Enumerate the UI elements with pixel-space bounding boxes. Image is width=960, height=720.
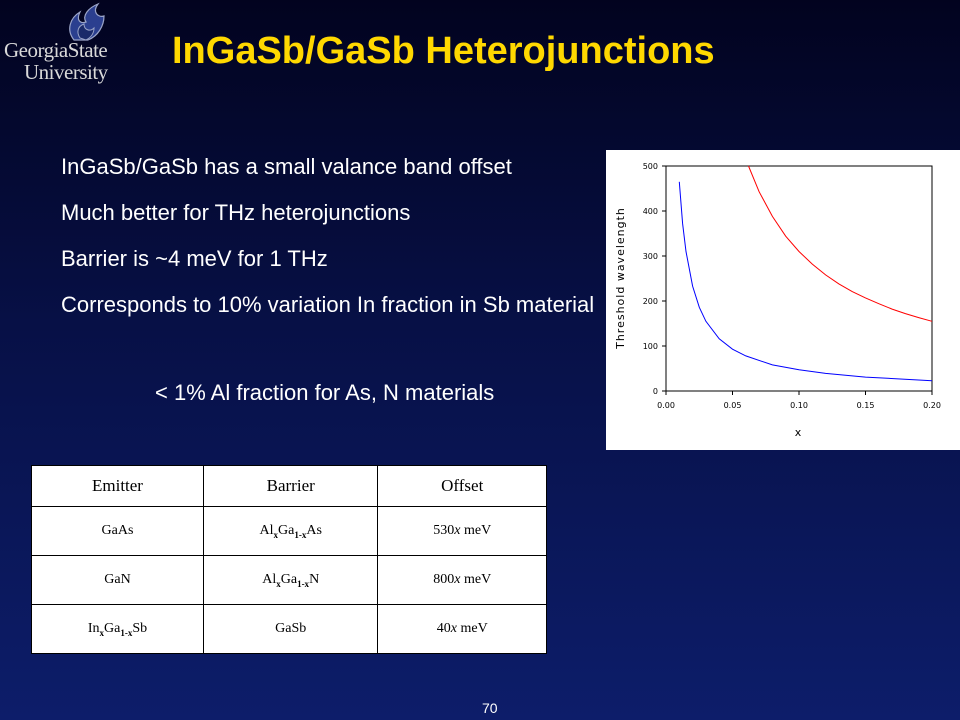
formula-el3: N bbox=[309, 571, 320, 587]
cell-emitter: GaN bbox=[31, 555, 204, 605]
cell-offset: 40x meV bbox=[377, 604, 547, 654]
offset-coef: 800 bbox=[433, 572, 455, 587]
x-tick-label: 0.10 bbox=[790, 401, 808, 410]
header-offset: Offset bbox=[377, 465, 547, 507]
offset-var: x bbox=[454, 523, 461, 538]
offset-unit: meV bbox=[456, 621, 488, 636]
offset-coef: 530 bbox=[433, 523, 455, 538]
formula-el2: Ga bbox=[278, 522, 295, 538]
y-axis-label: Threshold wavelength bbox=[614, 207, 627, 350]
formula-el2: Ga bbox=[280, 571, 298, 587]
offset-unit: meV bbox=[460, 572, 492, 587]
formula-el1: GaSb bbox=[275, 620, 307, 636]
x-tick-label: 0.15 bbox=[857, 401, 875, 410]
formula-el1: GaN bbox=[104, 571, 131, 587]
university-logo: GeorgiaState University bbox=[4, 2, 116, 94]
header-emitter: Emitter bbox=[31, 465, 204, 507]
flame-icon bbox=[69, 2, 105, 41]
table-row: GaAs AlxGa1-xAs 530x meV bbox=[31, 506, 547, 556]
formula-sub2: 1-x bbox=[297, 578, 310, 589]
formula-el1: Al bbox=[262, 571, 277, 587]
formula-el1: Al bbox=[259, 522, 274, 538]
cell-barrier: GaSb bbox=[202, 604, 379, 654]
series-line-1 bbox=[748, 165, 933, 322]
cell-offset: 800x meV bbox=[377, 555, 547, 605]
formula-sub2: 1-x bbox=[120, 627, 133, 638]
offset-coef: 40 bbox=[436, 621, 451, 636]
cell-emitter: InxGa1-xSb bbox=[31, 604, 204, 654]
y-tick-label: 100 bbox=[643, 342, 658, 351]
table-header-row: Emitter Barrier Offset bbox=[31, 465, 547, 507]
formula-el2: Ga bbox=[104, 620, 121, 636]
offset-var: x bbox=[450, 621, 457, 636]
bullet-item: Corresponds to 10% variation In fraction… bbox=[61, 292, 595, 317]
y-tick-label: 300 bbox=[643, 252, 658, 261]
header-barrier: Barrier bbox=[202, 465, 379, 507]
table-row: GaN AlxGa1-xN 800x meV bbox=[31, 555, 547, 605]
slide-title: InGaSb/GaSb Heterojunctions bbox=[172, 30, 715, 72]
page-number: 70 bbox=[482, 700, 498, 716]
sub-bullet: < 1% Al fraction for As, N materials bbox=[155, 380, 495, 405]
bullet-item: Barrier is ~4 meV for 1 THz bbox=[61, 246, 328, 271]
offset-var: x bbox=[454, 572, 461, 587]
formula-el1: In bbox=[87, 620, 100, 636]
cell-barrier: AlxGa1-xN bbox=[202, 555, 379, 605]
bullet-item: InGaSb/GaSb has a small valance band off… bbox=[61, 154, 512, 179]
chart-background bbox=[606, 150, 960, 450]
x-tick-label: 0.05 bbox=[724, 401, 742, 410]
bullet-list: InGaSb/GaSb has a small valance band off… bbox=[61, 154, 621, 338]
y-tick-label: 400 bbox=[643, 207, 658, 216]
logo-text-line2: University bbox=[24, 60, 108, 84]
series-line-0 bbox=[678, 181, 933, 382]
logo-text-line1: GeorgiaState bbox=[4, 38, 108, 62]
formula-el1: GaAs bbox=[101, 522, 134, 538]
cell-barrier: AlxGa1-xAs bbox=[202, 506, 379, 556]
formula-el3: Sb bbox=[132, 620, 148, 636]
y-tick-label: 200 bbox=[643, 297, 658, 306]
cell-offset: 530x meV bbox=[377, 506, 547, 556]
x-axis-label: x bbox=[795, 426, 802, 439]
table-row: InxGa1-xSb GaSb 40x meV bbox=[31, 604, 547, 654]
y-tick-label: 500 bbox=[643, 162, 658, 171]
cell-emitter: GaAs bbox=[31, 506, 204, 556]
formula-sub1: x bbox=[273, 529, 279, 540]
x-tick-label: 0.00 bbox=[657, 401, 675, 410]
formula-sub1: x bbox=[99, 627, 105, 638]
formula-el3: As bbox=[306, 522, 322, 538]
bullet-item: Much better for THz heterojunctions bbox=[61, 200, 411, 225]
band-offset-table: Emitter Barrier Offset GaAs AlxGa1-xAs 530… bbox=[31, 465, 547, 654]
x-tick-label: 0.20 bbox=[923, 401, 941, 410]
threshold-wavelength-chart: 0 100 200 300 400 500 0.00 0.05 0.10 0.15 0.20 x T… bbox=[606, 150, 960, 450]
offset-unit: meV bbox=[460, 523, 492, 538]
chart-svg: 0 100 200 300 400 500 0.00 0.05 0.10 0.15 0.20 x T… bbox=[606, 150, 960, 450]
y-tick-label: 0 bbox=[653, 387, 658, 396]
formula-sub2: 1-x bbox=[294, 529, 307, 540]
formula-sub1: x bbox=[276, 578, 281, 589]
